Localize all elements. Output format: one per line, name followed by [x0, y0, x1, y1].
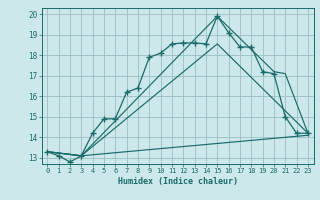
X-axis label: Humidex (Indice chaleur): Humidex (Indice chaleur)	[118, 177, 237, 186]
